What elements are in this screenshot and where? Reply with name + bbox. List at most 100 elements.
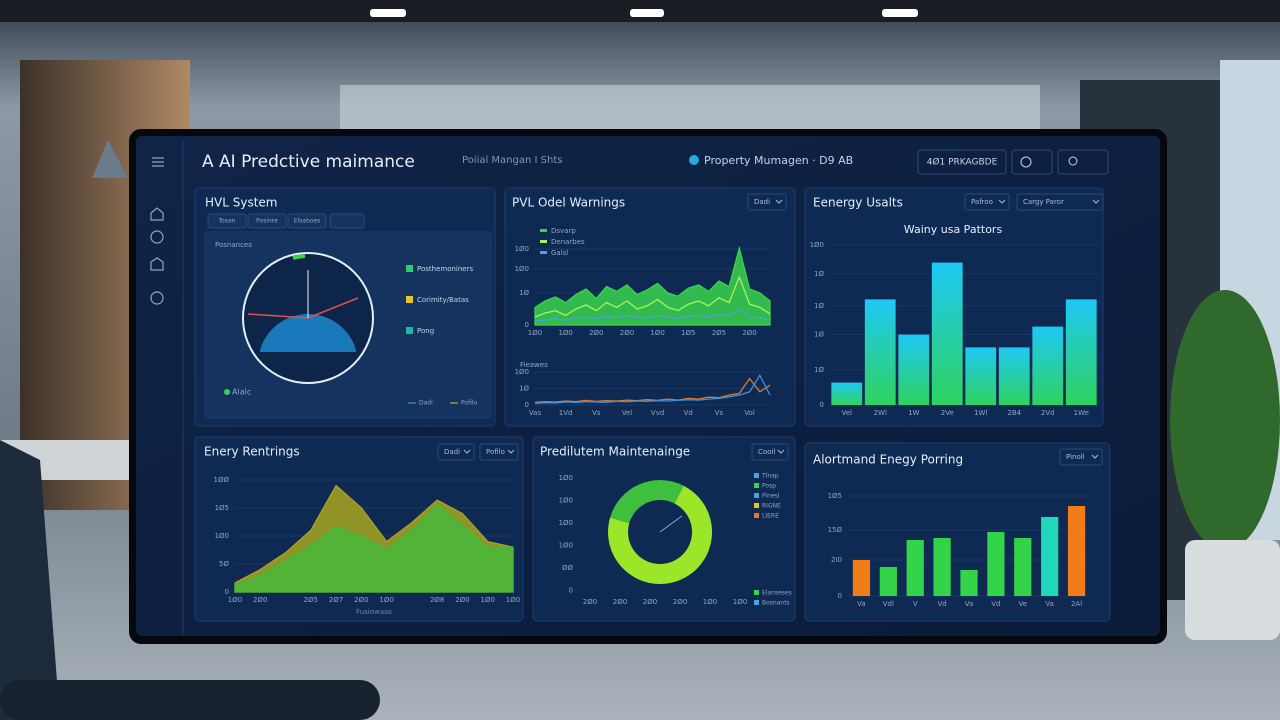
x-tick-label: 1Ø0 (558, 329, 572, 337)
search-button[interactable] (1057, 149, 1109, 175)
home-icon[interactable] (150, 207, 164, 221)
dropdown-label: Cooil (758, 448, 775, 456)
x-tick-label: 1Ø0 (506, 596, 520, 604)
line (534, 373, 771, 405)
y-tick-label: 0 (838, 592, 842, 600)
bar (852, 560, 871, 596)
ceiling-light (882, 9, 918, 17)
building-icon[interactable] (150, 257, 164, 271)
chart-subtitle: Wainy usa Pattors (904, 223, 1003, 236)
tab[interactable] (207, 213, 247, 229)
sidebar-icons (150, 157, 164, 305)
x-tick-label: 2Ø8 (430, 596, 444, 604)
dropdown[interactable] (747, 193, 787, 211)
legend-label: RIGNE (762, 503, 781, 510)
bar (1065, 299, 1097, 405)
tab[interactable] (329, 213, 365, 229)
y-tick-label: 0 (569, 587, 573, 595)
tab-label[interactable]: Posinre (256, 218, 278, 225)
legend-swatch (754, 513, 759, 518)
dropdown-label: Dadi (754, 198, 770, 206)
x-tick-label: Vel (842, 409, 853, 417)
chair-back (0, 680, 380, 720)
gauge-needle (247, 313, 309, 319)
plant-pot (1185, 540, 1280, 640)
dropdown-caret (1091, 454, 1099, 459)
x-tick-label: Vas (529, 409, 542, 417)
y-tick-label: 0 (525, 321, 529, 329)
x-axis-label: Fusiowaas (356, 608, 392, 616)
legend-label: Denarbes (551, 238, 585, 246)
dropdown-label: Dadi (444, 448, 460, 456)
bar (965, 347, 997, 405)
tab-label[interactable]: Elsaboes (294, 218, 321, 225)
x-tick-label: 1Ø0 (481, 596, 495, 604)
app-title: A AI Predctive maimance (202, 152, 415, 172)
donut-segment (608, 485, 713, 585)
bar (906, 540, 924, 596)
menu-icon[interactable] (152, 157, 164, 167)
bar (960, 570, 978, 596)
legend-label: Corimity/Batas (417, 296, 469, 304)
x-tick-label: V (913, 600, 918, 608)
tab-label[interactable]: Tosan (218, 218, 236, 225)
dropdown[interactable] (1059, 448, 1103, 466)
gauge-arc (292, 254, 306, 260)
y-tick-label: ØØ (562, 564, 574, 572)
legend-swatch (406, 296, 413, 303)
dropdown[interactable] (751, 443, 789, 461)
x-tick-label: 1Ø0 (650, 329, 664, 337)
x-tick-label: 2Ø0 (742, 329, 756, 337)
donut-segment (610, 480, 684, 524)
dropdown-caret (507, 449, 515, 454)
bar (864, 299, 896, 405)
bar (831, 382, 863, 405)
x-tick-label: Vs (592, 409, 601, 417)
legend-label: Pinesl (762, 493, 780, 500)
dropdown[interactable] (964, 193, 1010, 211)
line (534, 275, 771, 318)
legend-label: Pong (417, 327, 434, 335)
bar (931, 262, 963, 405)
dropdown[interactable] (437, 443, 475, 461)
dropdown-label: Pafroo (971, 198, 993, 206)
clock-icon[interactable] (150, 230, 164, 244)
dropdown-label: Pofilo (486, 448, 505, 456)
legend-swatch (754, 590, 759, 595)
area (534, 245, 771, 326)
x-tick-label: 1Ø0 (703, 598, 717, 606)
y-tick-label: 1Ø5 (215, 504, 229, 512)
x-tick-label: 2Ø5 (304, 596, 318, 604)
legend-label: LIERE (762, 513, 779, 520)
y-tick-label: 1Ø0 (559, 542, 573, 550)
property-icon (689, 155, 699, 165)
chair (0, 440, 60, 720)
tab[interactable] (287, 213, 327, 229)
legend-label: Posthemoniners (417, 265, 473, 273)
x-tick-label: 2Ø0 (253, 596, 267, 604)
y-tick-label: 1Ø (814, 366, 824, 374)
tab[interactable] (247, 213, 287, 229)
panel-title: HVL System (205, 196, 277, 210)
legend-label: Bosnants (762, 600, 790, 607)
dropdown[interactable] (479, 443, 519, 461)
legend-label: Pofilo (461, 400, 478, 407)
x-tick-label: 1Vd (559, 409, 573, 417)
x-tick-label: Vol (744, 409, 755, 417)
x-tick-label: Vs (715, 409, 724, 417)
window (340, 85, 1040, 130)
badge-box (917, 149, 1007, 175)
y-tick-label: 1Ø (519, 385, 529, 393)
x-tick-label: 1Wl (974, 409, 987, 417)
x-tick-label: 2Ø5 (712, 329, 726, 337)
legend-swatch (540, 240, 547, 243)
legend-label: Dadi (419, 400, 433, 407)
gauge (242, 252, 374, 384)
user-icon[interactable] (150, 291, 164, 305)
x-tick-label: 2Ø0 (455, 596, 469, 604)
refresh-button[interactable] (1011, 149, 1053, 175)
dropdown[interactable] (1016, 193, 1104, 211)
y-tick-label: 1Ø0 (559, 519, 573, 527)
x-tick-label: Va (965, 600, 974, 608)
panel (804, 442, 1111, 622)
